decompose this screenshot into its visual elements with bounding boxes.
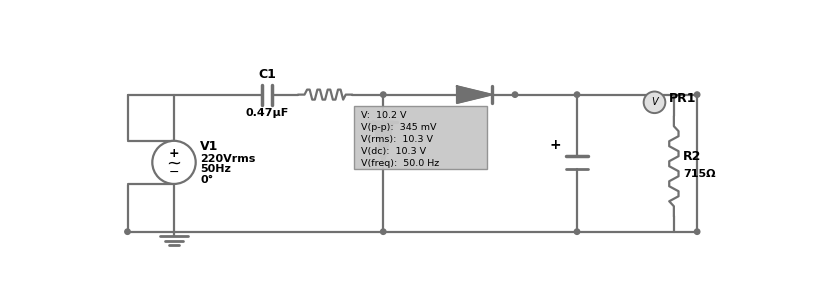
FancyBboxPatch shape — [354, 106, 487, 169]
Text: V1: V1 — [200, 141, 219, 154]
Text: PR1: PR1 — [669, 92, 696, 105]
Text: 0°: 0° — [200, 175, 214, 185]
Circle shape — [575, 92, 580, 97]
Circle shape — [575, 229, 580, 234]
Text: C1: C1 — [258, 68, 276, 81]
Circle shape — [380, 229, 386, 234]
Text: −: − — [168, 166, 179, 179]
Circle shape — [153, 141, 196, 184]
Circle shape — [644, 92, 666, 113]
Text: +: + — [549, 138, 560, 151]
Text: R2: R2 — [683, 151, 701, 164]
Text: V(freq):  50.0 Hz: V(freq): 50.0 Hz — [361, 159, 439, 168]
Circle shape — [695, 229, 700, 234]
Text: V(p-p):  345 mV: V(p-p): 345 mV — [361, 123, 436, 132]
Circle shape — [695, 92, 700, 97]
Text: +: + — [168, 147, 179, 160]
Circle shape — [380, 92, 386, 97]
Text: V: V — [651, 97, 658, 107]
Text: V:  10.2 V: V: 10.2 V — [361, 111, 406, 120]
Text: ~: ~ — [167, 154, 182, 172]
Polygon shape — [457, 86, 492, 103]
Text: 220Vrms: 220Vrms — [200, 154, 256, 164]
Text: V(dc):  10.3 V: V(dc): 10.3 V — [361, 147, 426, 156]
Text: V(rms):  10.3 V: V(rms): 10.3 V — [361, 135, 433, 144]
Text: 715Ω: 715Ω — [683, 169, 716, 179]
Circle shape — [512, 92, 518, 97]
Circle shape — [125, 229, 130, 234]
Text: 50Hz: 50Hz — [200, 164, 231, 174]
Text: 0.47μF: 0.47μF — [245, 109, 289, 118]
Polygon shape — [373, 122, 394, 166]
